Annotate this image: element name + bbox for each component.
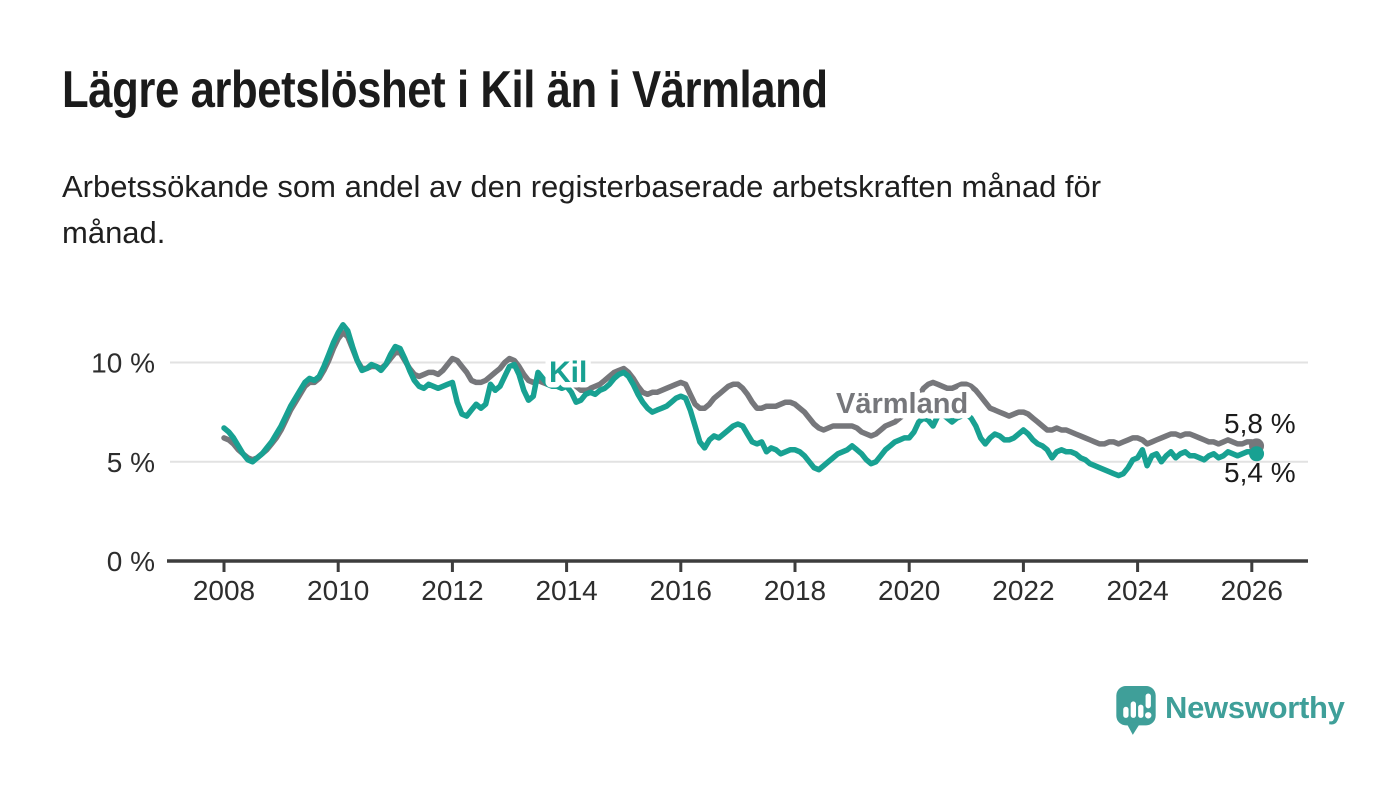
brand-name: Newsworthy bbox=[1165, 690, 1345, 725]
y-tick-label: 5 % bbox=[107, 447, 155, 478]
end-value-label-kil: 5,4 % bbox=[1224, 457, 1296, 488]
series-line-kil bbox=[221, 322, 1260, 479]
x-tick-label: 2016 bbox=[650, 575, 712, 606]
series-end-dot-kil bbox=[1249, 446, 1265, 462]
series-label-kil: Kil bbox=[549, 356, 587, 389]
line-chart: 2008 2010 2012 2014 2016 2018 2020 2022 2024 2026… bbox=[91, 322, 1308, 606]
chart-subtitle-line-2: månad. bbox=[62, 215, 166, 250]
series-line-värmland bbox=[221, 329, 1260, 463]
y-tick-label: 0 % bbox=[107, 546, 155, 577]
y-tick-label: 10 % bbox=[91, 348, 155, 379]
newsworthy-logo: Newsworthy bbox=[1116, 686, 1345, 738]
x-tick-label: 2018 bbox=[764, 575, 826, 606]
end-value-label-värmland: 5,8 % bbox=[1224, 408, 1296, 439]
x-tick-label: 2026 bbox=[1221, 575, 1283, 606]
chart-subtitle-line-1: Arbetssökande som andel av den registerb… bbox=[62, 169, 1102, 204]
x-tick-label: 2014 bbox=[535, 575, 597, 606]
series-label-värmland: Värmland bbox=[836, 388, 968, 420]
chart-subtitle: Arbetssökande som andel av den registerb… bbox=[62, 164, 1101, 256]
x-tick-label: 2022 bbox=[992, 575, 1054, 606]
page-title: Lägre arbetslöshet i Kil än i Värmland bbox=[62, 61, 828, 119]
bar-chart-speech-bubble-icon bbox=[1116, 686, 1156, 735]
x-tick-label: 2020 bbox=[878, 575, 940, 606]
x-tick-label: 2008 bbox=[193, 575, 255, 606]
x-tick-label: 2024 bbox=[1106, 575, 1168, 606]
x-tick-label: 2010 bbox=[307, 575, 369, 606]
x-tick-label: 2012 bbox=[421, 575, 483, 606]
